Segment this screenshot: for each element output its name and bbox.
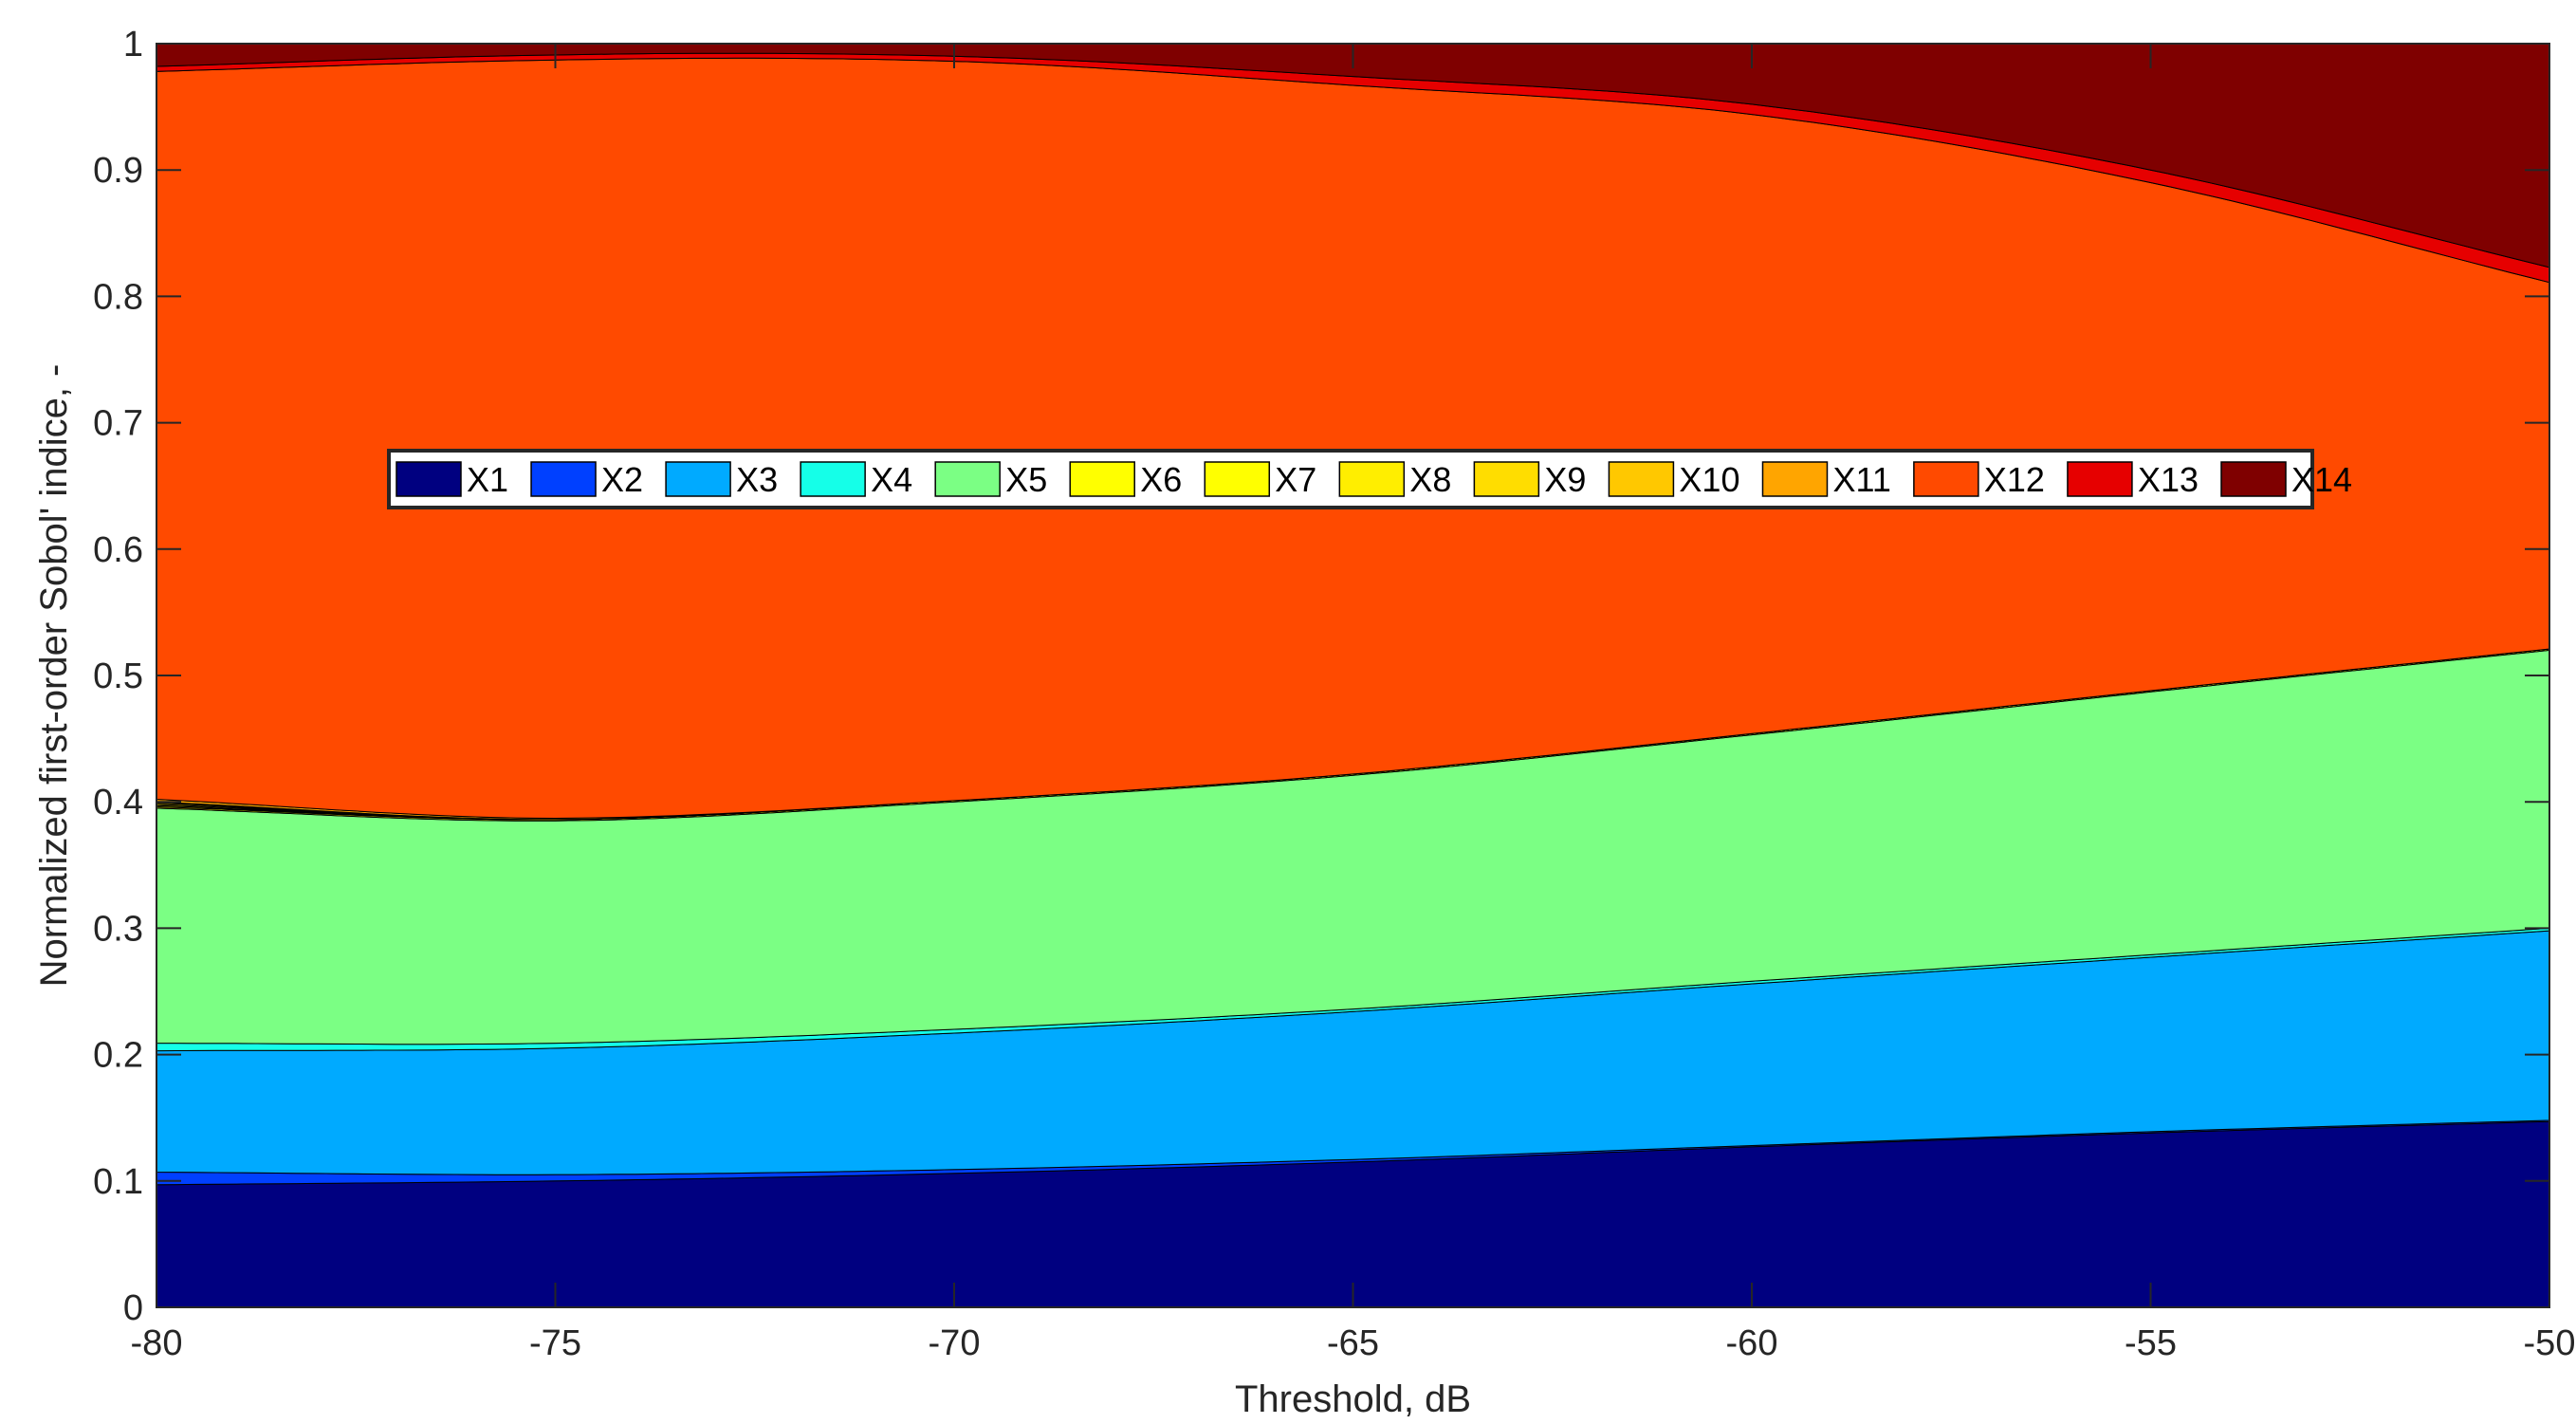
x-axis: -80 -75 -70 -65 -60 -55 -50 xyxy=(131,44,2576,1363)
y-tick-label: 0.3 xyxy=(93,909,143,949)
legend-label-x8: X8 xyxy=(1409,460,1451,499)
y-tick-label: 0.9 xyxy=(93,151,143,191)
y-tick-label: 0.7 xyxy=(93,404,143,444)
x-tick-label: -75 xyxy=(529,1323,581,1363)
legend-swatch-x7 xyxy=(1204,461,1271,497)
legend-swatch-x3 xyxy=(665,461,731,497)
legend-label-x2: X2 xyxy=(601,460,643,499)
legend-swatch-x5 xyxy=(934,461,1001,497)
legend-swatch-x2 xyxy=(530,461,597,497)
legend-label-x1: X1 xyxy=(467,460,508,499)
legend-label-x4: X4 xyxy=(871,460,912,499)
area-series-group xyxy=(156,43,2550,1308)
legend: X1 X2 X3 X4 X5 X6 X7 X8 X9 X10 X11 X12 X13 X14 xyxy=(387,449,2352,509)
legend-swatch-x13 xyxy=(2067,461,2133,497)
x-tick-label: -65 xyxy=(1327,1323,1379,1363)
legend-label-x10: X10 xyxy=(1679,460,1739,499)
legend-swatch-x11 xyxy=(1761,461,1829,497)
x-axis-label: Threshold, dB xyxy=(1235,1378,1471,1420)
legend-swatch-x1 xyxy=(396,461,462,497)
y-tick-label: 0.2 xyxy=(93,1036,143,1076)
legend-label-x5: X5 xyxy=(1005,460,1047,499)
legend-swatch-x4 xyxy=(800,461,866,497)
legend-swatch-x8 xyxy=(1338,461,1406,497)
x-tick-label: -70 xyxy=(929,1323,981,1363)
x-tick-label: -50 xyxy=(2524,1323,2576,1363)
legend-swatch-x10 xyxy=(1608,461,1675,497)
y-tick-label: 0.4 xyxy=(93,783,143,823)
y-tick-label: 0.5 xyxy=(93,657,143,696)
legend-label-x3: X3 xyxy=(736,460,778,499)
legend-label-x9: X9 xyxy=(1544,460,1586,499)
x-tick-label: -55 xyxy=(2125,1323,2177,1363)
legend-swatch-x9 xyxy=(1473,461,1540,497)
y-tick-label: 0.6 xyxy=(93,530,143,570)
legend-swatch-x12 xyxy=(1913,461,1979,497)
y-tick-label: 0.1 xyxy=(93,1162,143,1202)
legend-label-x14: X14 xyxy=(2291,460,2352,499)
x-tick-label: -80 xyxy=(131,1323,183,1363)
legend-label-x13: X13 xyxy=(2138,460,2199,499)
y-tick-label: 1 xyxy=(123,25,143,65)
y-axis-label: Normalized first-order Sobol' indice, - xyxy=(33,364,75,988)
y-tick-label: 0.8 xyxy=(93,277,143,317)
x-tick-label: -60 xyxy=(1726,1323,1778,1363)
legend-label-x6: X6 xyxy=(1140,460,1182,499)
legend-label-x7: X7 xyxy=(1275,460,1316,499)
legend-swatch-x14 xyxy=(2220,461,2287,497)
y-tick-label: 0 xyxy=(123,1288,143,1328)
y-axis: 0 0.1 0.2 0.3 0.4 0.5 0.6 0.7 0.8 0.9 1 xyxy=(93,25,2549,1328)
legend-label-x11: X11 xyxy=(1832,460,1890,499)
legend-label-x12: X12 xyxy=(1984,460,2045,499)
legend-swatch-x6 xyxy=(1069,461,1135,497)
